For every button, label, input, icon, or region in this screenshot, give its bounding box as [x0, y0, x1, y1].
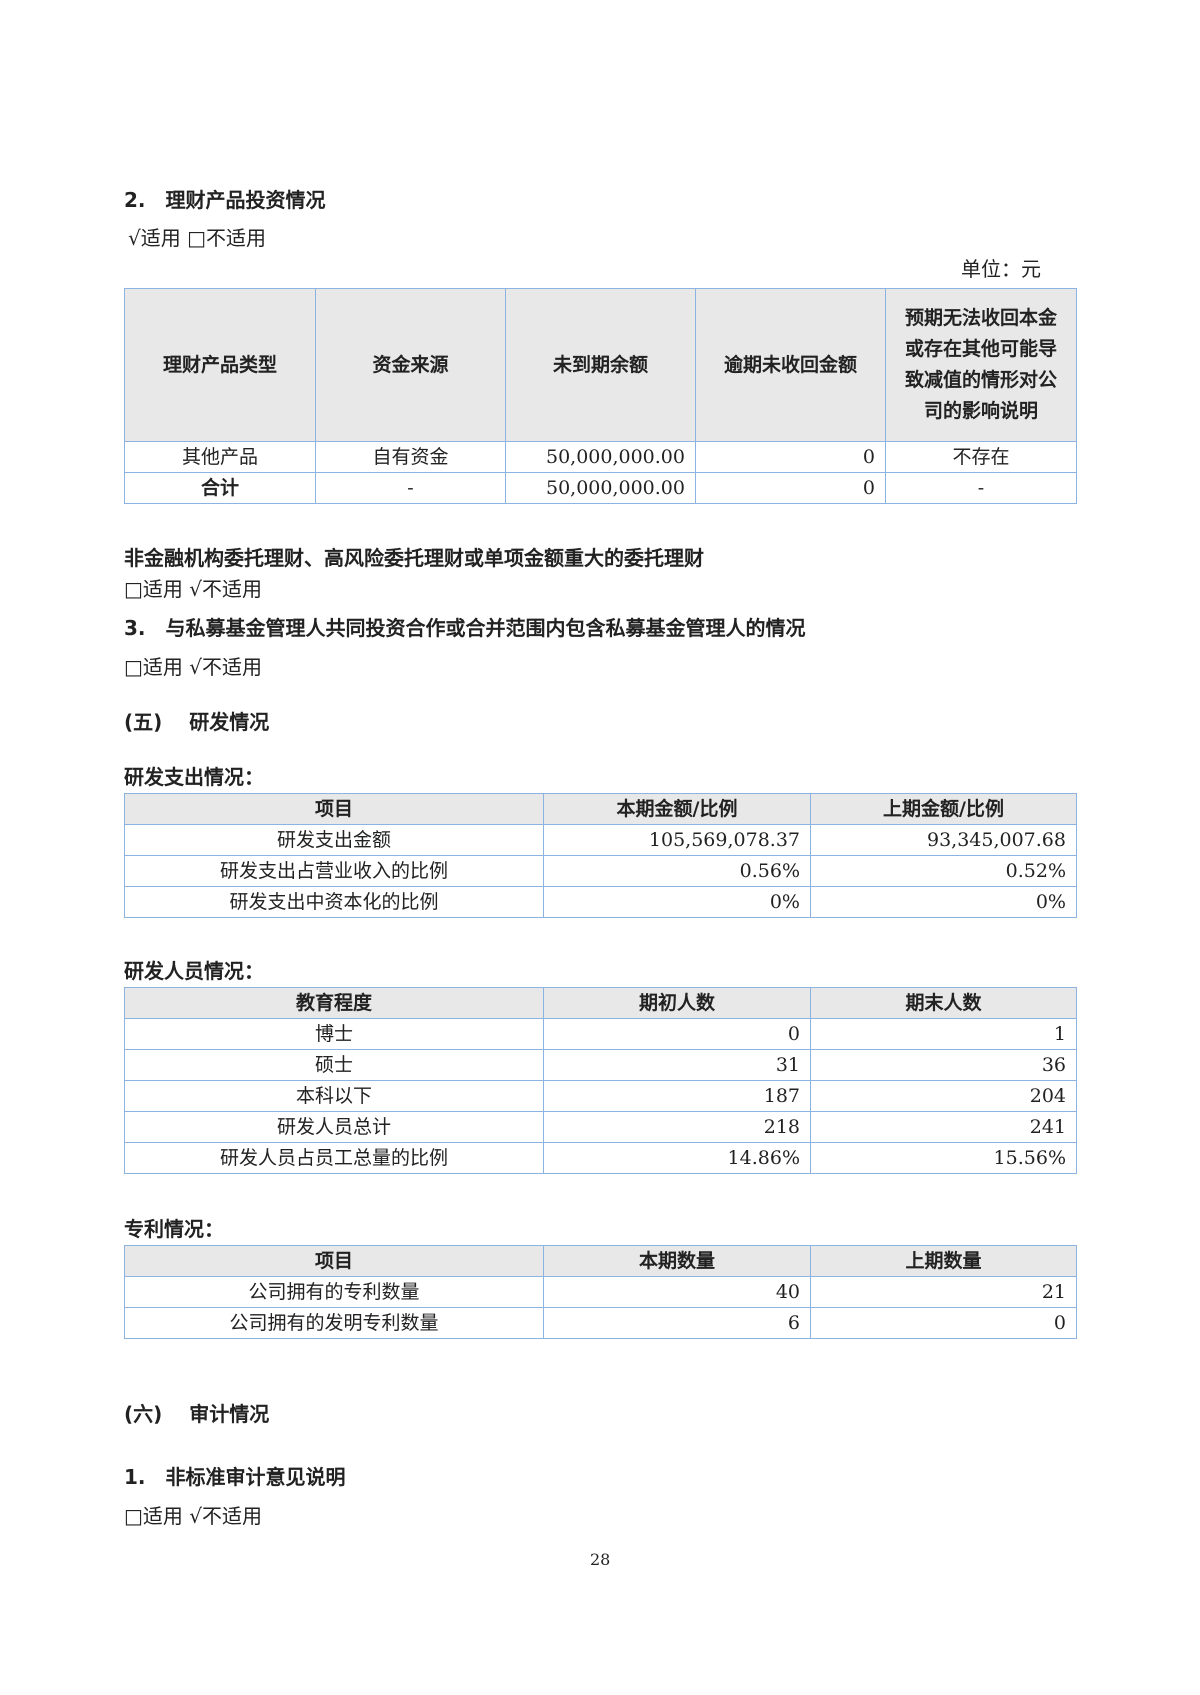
cell: 0% [810, 886, 1077, 918]
header-cell: 项目 [124, 1245, 544, 1277]
patent-caption: 专利情况： [124, 1217, 224, 1241]
non-standard-audit-title: 1. 非标准审计意见说明 [124, 1465, 346, 1489]
header-cell: 本期金额/比例 [543, 793, 811, 825]
cell: 0 [810, 1307, 1077, 1339]
rd-staff-table: 教育程度 期初人数 期末人数 博士 0 1 硕士 31 36 本科以下 187 204 研发人员… [124, 987, 1077, 1174]
header-cell: 资金来源 [315, 288, 506, 442]
header-cell: 项目 [124, 793, 544, 825]
cell: 0 [543, 1018, 811, 1050]
cell: 50,000,000.00 [505, 441, 696, 473]
applicable-status: □适用 √不适用 [124, 655, 262, 679]
section-title-rd: (五) 研发情况 [124, 710, 270, 734]
table-row: 公司拥有的专利数量 40 21 [124, 1276, 1077, 1308]
cell: 0 [695, 472, 886, 504]
cell: 研发支出金额 [124, 824, 544, 856]
cell: 50,000,000.00 [505, 472, 696, 504]
cell: 21 [810, 1276, 1077, 1308]
cell: 0% [543, 886, 811, 918]
cell: 204 [810, 1080, 1077, 1112]
cell: 自有资金 [315, 441, 506, 473]
cell: 研发人员总计 [124, 1111, 544, 1143]
table-row: 博士 0 1 [124, 1018, 1077, 1050]
cell: 研发支出中资本化的比例 [124, 886, 544, 918]
non-financial-title: 非金融机构委托理财、高风险委托理财或单项金额重大的委托理财 [124, 546, 704, 570]
cell: 218 [543, 1111, 811, 1143]
table-row: 研发支出占营业收入的比例 0.56% 0.52% [124, 855, 1077, 887]
cell: 硕士 [124, 1049, 544, 1081]
applicable-status: √适用 □不适用 [128, 226, 266, 250]
cell: 0.56% [543, 855, 811, 887]
table-row: 其他产品 自有资金 50,000,000.00 0 不存在 [124, 441, 1077, 473]
cell: 公司拥有的发明专利数量 [124, 1307, 544, 1339]
applicable-status: □适用 √不适用 [124, 577, 262, 601]
cell: 本科以下 [124, 1080, 544, 1112]
wealth-products-table: 理财产品类型 资金来源 未到期余额 逾期未收回金额 预期无法收回本金或存在其他可… [124, 288, 1077, 504]
header-cell: 理财产品类型 [124, 288, 316, 442]
table-row: 硕士 31 36 [124, 1049, 1077, 1081]
cell: 研发人员占员工总量的比例 [124, 1142, 544, 1174]
header-cell: 未到期余额 [505, 288, 696, 442]
cell: 不存在 [885, 441, 1077, 473]
cell: 15.56% [810, 1142, 1077, 1174]
cell: - [315, 472, 506, 504]
rd-expense-table: 项目 本期金额/比例 上期金额/比例 研发支出金额 105,569,078.37 93,… [124, 793, 1077, 918]
cell: - [885, 472, 1077, 504]
unit-label: 单位：元 [961, 257, 1041, 281]
patent-table: 项目 本期数量 上期数量 公司拥有的专利数量 40 21 公司拥有的发明专利数量 6 0 [124, 1245, 1077, 1339]
header-cell: 逾期未收回金额 [695, 288, 886, 442]
header-cell: 上期金额/比例 [810, 793, 1077, 825]
cell: 36 [810, 1049, 1077, 1081]
cell: 93,345,007.68 [810, 824, 1077, 856]
applicable-status: □适用 √不适用 [124, 1504, 262, 1528]
cell: 31 [543, 1049, 811, 1081]
section-title-audit: (六) 审计情况 [124, 1402, 270, 1426]
cell: 其他产品 [124, 441, 316, 473]
header-cell: 上期数量 [810, 1245, 1077, 1277]
table-row: 本科以下 187 204 [124, 1080, 1077, 1112]
page-number: 28 [590, 1550, 611, 1569]
header-cell: 预期无法收回本金或存在其他可能导致减值的情形对公司的影响说明 [885, 288, 1077, 442]
cell: 公司拥有的专利数量 [124, 1276, 544, 1308]
table-row: 研发支出金额 105,569,078.37 93,345,007.68 [124, 824, 1077, 856]
header-cell: 本期数量 [543, 1245, 811, 1277]
table-row: 研发支出中资本化的比例 0% 0% [124, 886, 1077, 918]
cell: 14.86% [543, 1142, 811, 1174]
section-title-wealth-products: 2. 理财产品投资情况 [124, 188, 326, 212]
table-row-total: 合计 - 50,000,000.00 0 - [124, 472, 1077, 504]
table-row: 研发人员占员工总量的比例 14.86% 15.56% [124, 1142, 1077, 1174]
cell: 合计 [124, 472, 316, 504]
rd-staff-caption: 研发人员情况： [124, 959, 264, 983]
cell: 0.52% [810, 855, 1077, 887]
table-row: 公司拥有的发明专利数量 6 0 [124, 1307, 1077, 1339]
table-row: 研发人员总计 218 241 [124, 1111, 1077, 1143]
cell: 241 [810, 1111, 1077, 1143]
cell: 1 [810, 1018, 1077, 1050]
cell: 105,569,078.37 [543, 824, 811, 856]
header-cell: 期初人数 [543, 987, 811, 1019]
rd-expense-caption: 研发支出情况： [124, 765, 264, 789]
table-header-row: 理财产品类型 资金来源 未到期余额 逾期未收回金额 预期无法收回本金或存在其他可… [124, 288, 1077, 442]
header-cell: 教育程度 [124, 987, 544, 1019]
section-title-private-fund: 3. 与私募基金管理人共同投资合作或合并范围内包含私募基金管理人的情况 [124, 616, 806, 640]
cell: 40 [543, 1276, 811, 1308]
cell: 6 [543, 1307, 811, 1339]
header-cell: 期末人数 [810, 987, 1077, 1019]
cell: 187 [543, 1080, 811, 1112]
cell: 博士 [124, 1018, 544, 1050]
cell: 研发支出占营业收入的比例 [124, 855, 544, 887]
cell: 0 [695, 441, 886, 473]
